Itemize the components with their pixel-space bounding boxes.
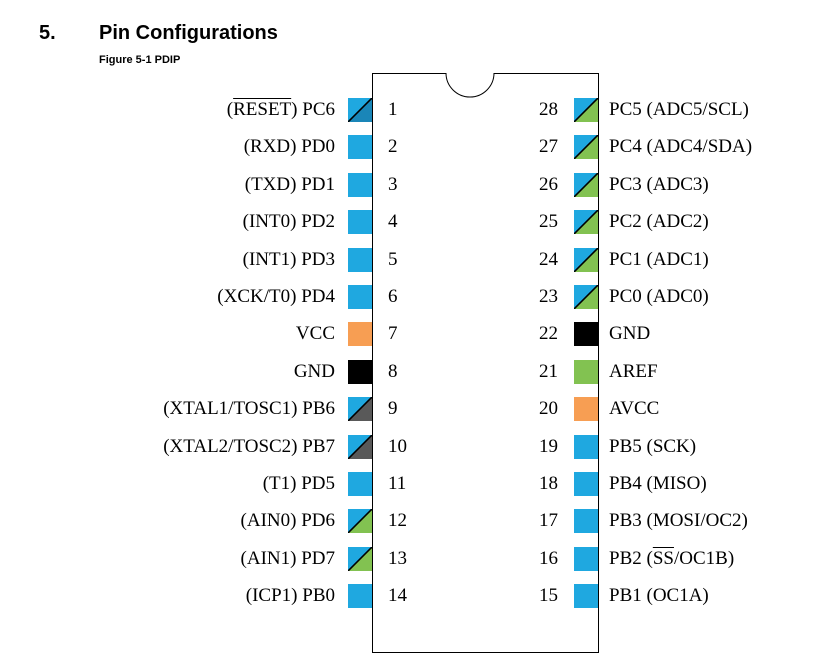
pin-label: (T1) PD5 — [262, 473, 335, 494]
pin-label: (INT0) PD2 — [242, 211, 335, 232]
pin-number: 13 — [388, 548, 407, 569]
pin-number: 10 — [388, 436, 407, 457]
pin-marker — [348, 584, 372, 608]
pin-label: (AIN1) PD7 — [240, 548, 335, 569]
pin-marker — [574, 360, 598, 384]
pin-marker — [574, 322, 598, 346]
pin-marker — [348, 135, 372, 159]
pin-label: (ICP1) PB0 — [245, 585, 335, 606]
pin-marker — [574, 248, 598, 272]
pin-number: 6 — [388, 286, 398, 307]
chip-body — [372, 73, 599, 653]
pin-marker — [574, 509, 598, 533]
pin-label: (XTAL1/TOSC1) PB6 — [163, 398, 335, 419]
pin-number: 3 — [388, 174, 398, 195]
pin-marker — [574, 135, 598, 159]
pin-number: 28 — [539, 99, 558, 120]
pin-number: 19 — [539, 436, 558, 457]
pin-marker — [348, 98, 372, 122]
pin-label: PC2 (ADC2) — [609, 211, 709, 232]
pin-label-part: ( — [226, 99, 234, 120]
pin-number: 27 — [539, 136, 558, 157]
pin-label: PC5 (ADC5/SCL) — [609, 99, 749, 120]
pin-number: 7 — [388, 323, 398, 344]
figure-caption: Figure 5-1 PDIP — [99, 54, 181, 66]
pin-marker — [348, 509, 372, 533]
pin-label: (XCK/T0) PD4 — [217, 286, 335, 307]
pin-number: 14 — [388, 585, 407, 606]
pin-label-part: /OC1B) — [673, 548, 735, 569]
pin-number: 9 — [388, 398, 398, 419]
pin-label: (RXD) PD0 — [243, 136, 335, 157]
pin-number: 1 — [388, 99, 398, 120]
pin-marker — [348, 547, 372, 571]
pin-label-part: PB2 ( — [609, 548, 653, 569]
pin-label: PB5 (SCK) — [609, 436, 697, 457]
pin-marker — [574, 397, 598, 421]
pin-label: PB3 (MOSI/OC2) — [609, 510, 748, 531]
pin-marker — [574, 210, 598, 234]
pin-label: (TXD) PD1 — [244, 174, 335, 195]
pin-number: 5 — [388, 249, 398, 270]
pin-marker — [348, 173, 372, 197]
pin-label-overline: SS — [652, 548, 674, 569]
pin-marker — [348, 322, 372, 346]
section-title: Pin Configurations — [99, 22, 278, 44]
pin-marker — [574, 584, 598, 608]
pin-number: 18 — [539, 473, 558, 494]
pin-number: 26 — [539, 174, 558, 195]
chip-notch — [445, 73, 495, 98]
pin-label: PC1 (ADC1) — [609, 249, 709, 270]
pin-marker — [348, 472, 372, 496]
pin-number: 20 — [539, 398, 558, 419]
pin-marker — [574, 472, 598, 496]
pin-number: 4 — [388, 211, 398, 232]
pin-marker — [348, 397, 372, 421]
pin-label: (AIN0) PD6 — [240, 510, 335, 531]
pin-label: PB1 (OC1A) — [609, 585, 709, 606]
pin-label: (XTAL2/TOSC2) PB7 — [163, 436, 335, 457]
pin-label: PC0 (ADC0) — [609, 286, 709, 307]
pin-label: (INT1) PD3 — [242, 249, 335, 270]
pin-label: GND — [293, 361, 335, 382]
pin-marker — [348, 210, 372, 234]
pin-number: 21 — [539, 361, 558, 382]
pin-number: 8 — [388, 361, 398, 382]
pin-marker — [348, 360, 372, 384]
pin-marker — [574, 547, 598, 571]
pin-label: AREF — [609, 361, 658, 382]
pin-label: AVCC — [609, 398, 660, 419]
pin-label: PC4 (ADC4/SDA) — [609, 136, 753, 157]
pin-label-part: ) PC6 — [291, 99, 335, 120]
pin-label: PB4 (MISO) — [609, 473, 707, 494]
pin-number: 22 — [539, 323, 558, 344]
pin-marker — [574, 98, 598, 122]
pin-number: 17 — [539, 510, 558, 531]
pin-number: 16 — [539, 548, 558, 569]
pin-label-overline: RESET — [233, 99, 292, 120]
pin-label: VCC — [295, 323, 335, 344]
pin-label: PB2 (SS/OC1B) — [609, 547, 734, 571]
pin-number: 25 — [539, 211, 558, 232]
pin-marker — [348, 285, 372, 309]
pin-label: (RESET) PC6 — [227, 98, 335, 122]
section-number: 5. — [39, 22, 56, 44]
pin-label: PC3 (ADC3) — [609, 174, 709, 195]
pin-marker — [348, 248, 372, 272]
pin-marker — [574, 173, 598, 197]
pin-label: GND — [609, 323, 651, 344]
pin-marker — [348, 435, 372, 459]
pin-number: 12 — [388, 510, 407, 531]
pin-number: 2 — [388, 136, 398, 157]
pin-marker — [574, 435, 598, 459]
pin-number: 24 — [539, 249, 558, 270]
pin-marker — [574, 285, 598, 309]
pin-number: 15 — [539, 585, 558, 606]
pin-number: 23 — [539, 286, 558, 307]
pin-number: 11 — [388, 473, 407, 494]
